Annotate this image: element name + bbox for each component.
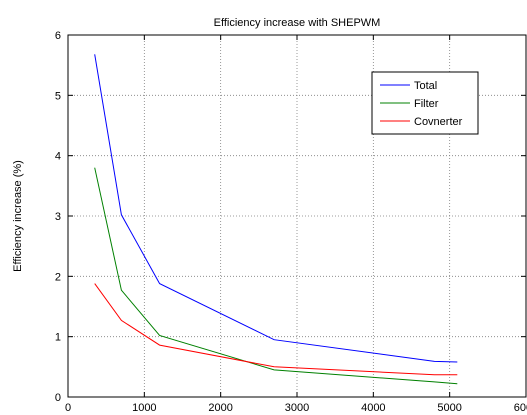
x-tick-label: 5000 bbox=[437, 402, 461, 414]
legend-label-covnerter: Covnerter bbox=[414, 116, 463, 128]
x-tick-label: 4000 bbox=[361, 402, 385, 414]
x-tick-label: 3000 bbox=[285, 402, 309, 414]
x-tick-label: 1000 bbox=[132, 402, 156, 414]
y-tick-label: 2 bbox=[55, 271, 61, 283]
chart-title: Efficiency increase with SHEPWM bbox=[214, 17, 381, 29]
series-line-covnerter bbox=[94, 283, 458, 376]
y-tick-label: 0 bbox=[55, 392, 61, 404]
y-tick-label: 6 bbox=[55, 30, 61, 42]
y-tick-label: 3 bbox=[55, 211, 61, 223]
y-axis-label: Efficiency increase (%) bbox=[12, 160, 24, 272]
legend-label-filter: Filter bbox=[414, 98, 439, 110]
legend: Total Filter Covnerter bbox=[371, 71, 479, 135]
y-tick-label: 5 bbox=[55, 90, 61, 102]
x-tick-label: 2000 bbox=[208, 402, 232, 414]
series-line-total bbox=[94, 54, 458, 363]
y-tick-label: 1 bbox=[55, 332, 61, 344]
x-tick-label: 6000 bbox=[514, 402, 527, 414]
series-line-filter bbox=[94, 167, 458, 385]
x-tick-label: 0 bbox=[65, 402, 71, 414]
series-layer bbox=[94, 54, 458, 385]
axis-ticks: 0 1000 2000 3000 4000 5000 6000 0 1 2 3 4 5 6 bbox=[55, 30, 527, 414]
y-tick-label: 4 bbox=[55, 151, 61, 163]
legend-label-total: Total bbox=[414, 80, 437, 92]
